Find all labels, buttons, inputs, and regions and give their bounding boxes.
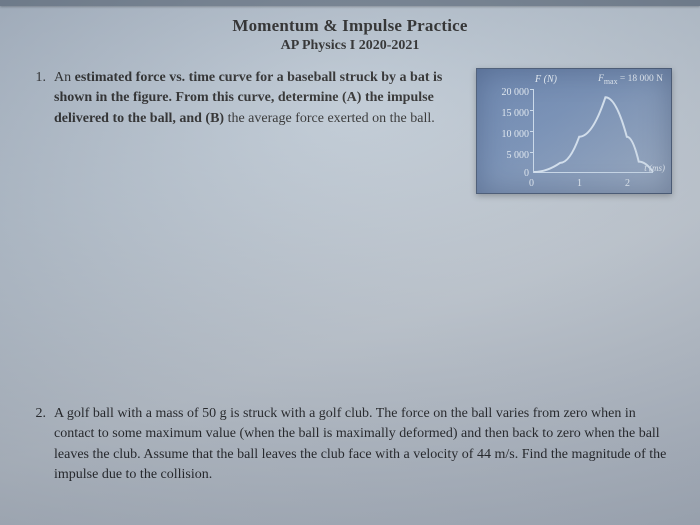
question-1: 1. An estimated force vs. time curve for… (28, 68, 672, 194)
chart-xtick: 1 (577, 179, 582, 189)
chart-fmax-label: Fmax = 18 000 N (598, 73, 663, 87)
q1-text: An estimated force vs. time curve for a … (54, 68, 458, 129)
q1-text-pre: An (54, 70, 75, 85)
chart-xtick: 0 (529, 179, 534, 189)
chart-plot-area (533, 89, 653, 173)
worksheet-page: Momentum & Impulse Practice AP Physics I… (0, 0, 700, 525)
chart-ytick: 0 (483, 169, 529, 179)
q2-number: 2. (28, 404, 46, 424)
page-subtitle: AP Physics I 2020-2021 (28, 38, 672, 54)
chart-y-label-text: F (N) (535, 74, 557, 85)
chart-ytick: 20 000 (483, 88, 529, 98)
force-time-chart: F (N) Fmax = 18 000 N 20 000 15 000 10 0… (476, 68, 672, 194)
q2-text: A golf ball with a mass of 50 g is struc… (54, 404, 672, 485)
chart-ytick: 10 000 (483, 130, 529, 140)
question-2: 2. A golf ball with a mass of 50 g is st… (28, 404, 672, 485)
q1-number: 1. (28, 68, 46, 88)
q1-text-post: the average force exerted on the ball. (224, 111, 435, 126)
chart-fmax-sub: max (604, 77, 618, 86)
chart-fmax-val: = 18 000 N (618, 74, 663, 84)
header: Momentum & Impulse Practice AP Physics I… (28, 16, 672, 54)
page-title: Momentum & Impulse Practice (28, 16, 672, 36)
chart-ytick: 5 000 (483, 151, 529, 161)
top-bar (0, 0, 700, 6)
chart-y-label: F (N) (535, 73, 557, 88)
chart-ytick: 15 000 (483, 109, 529, 119)
chart-curve (534, 97, 653, 172)
chart-curve-svg (534, 89, 653, 172)
chart-xtick: 2 (625, 179, 630, 189)
